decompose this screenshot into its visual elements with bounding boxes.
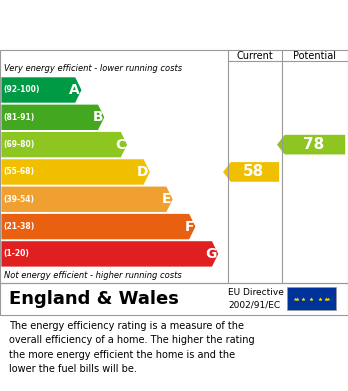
Polygon shape [1,105,104,130]
Text: Not energy efficient - higher running costs: Not energy efficient - higher running co… [4,271,182,280]
Text: Energy Efficiency Rating: Energy Efficiency Rating [9,26,238,44]
Polygon shape [1,159,150,185]
Text: (92-100): (92-100) [3,86,40,95]
Text: D: D [137,165,149,179]
Text: The energy efficiency rating is a measure of the
overall efficiency of a home. T: The energy efficiency rating is a measur… [9,321,254,374]
Polygon shape [1,187,173,212]
Polygon shape [1,214,196,239]
Text: (55-68): (55-68) [3,167,34,176]
Text: Current: Current [237,50,273,61]
Text: (39-54): (39-54) [3,195,34,204]
Text: (1-20): (1-20) [3,249,29,258]
Text: England & Wales: England & Wales [9,290,179,308]
Text: C: C [116,138,126,152]
Polygon shape [223,162,279,182]
Text: (21-38): (21-38) [3,222,35,231]
Text: Potential: Potential [293,50,337,61]
Polygon shape [277,135,345,154]
Text: EU Directive
2002/91/EC: EU Directive 2002/91/EC [228,288,284,309]
Text: 58: 58 [243,165,264,179]
Text: E: E [162,192,171,206]
Polygon shape [1,241,218,267]
Text: Very energy efficient - lower running costs: Very energy efficient - lower running co… [4,64,182,73]
Text: A: A [69,83,80,97]
Text: B: B [92,110,103,124]
Text: 78: 78 [303,137,325,152]
Text: F: F [184,220,194,233]
Bar [287,287,336,310]
Text: (69-80): (69-80) [3,140,35,149]
Polygon shape [1,77,81,103]
Text: G: G [205,247,217,261]
Text: (81-91): (81-91) [3,113,35,122]
Polygon shape [1,132,127,157]
